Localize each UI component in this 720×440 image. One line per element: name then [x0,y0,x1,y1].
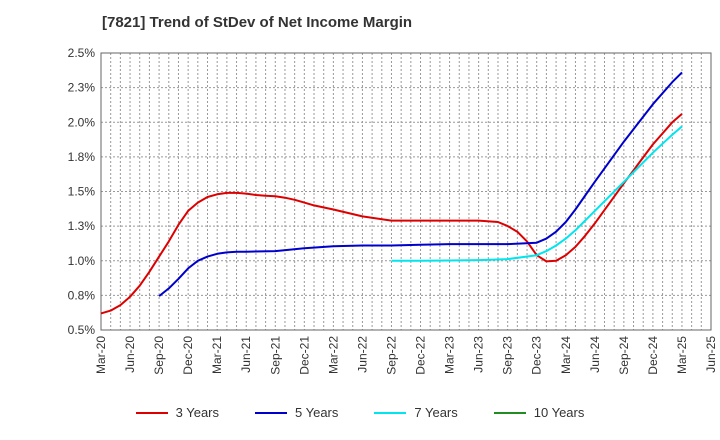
y-tick-label: 2.5% [68,46,96,60]
series-line-7-years [391,125,683,262]
legend-item: 7 Years [374,405,458,420]
legend-label: 5 Years [295,405,339,420]
legend-item: 3 Years [135,405,219,420]
y-tick-label: 2.3% [68,81,96,95]
x-tick-label: Jun-23 [472,336,486,373]
legend-item: 5 Years [255,405,338,420]
x-tick-label: Jun-24 [588,336,602,373]
x-tick-label: Mar-20 [94,336,108,374]
x-tick-label: Sep-23 [501,336,515,375]
x-tick-label: Jun-25 [704,336,718,373]
legend-item: 10 Years [493,405,585,420]
x-tick-label: Dec-21 [297,336,311,375]
x-tick-label: Mar-23 [443,336,457,374]
legend-label: 7 Years [414,405,458,420]
x-tick-label: Sep-21 [268,336,282,375]
legend-swatch [135,411,168,414]
x-tick-label: Sep-24 [617,336,631,375]
x-tick-label: Dec-22 [414,336,428,375]
y-tick-label: 1.8% [68,150,96,164]
axes [100,52,712,331]
grid-lines [101,53,711,330]
legend-swatch [493,411,526,414]
y-tick-label: 0.5% [68,323,96,337]
series-lines [100,71,683,315]
x-tick-label: Dec-20 [181,336,195,375]
x-tick-label: Dec-23 [530,336,544,375]
x-tick-label: Mar-24 [559,336,573,374]
plot-frame [100,52,712,331]
x-tick-label: Jun-22 [355,336,369,373]
x-tick-label: Sep-20 [152,336,166,375]
x-tick-label: Mar-21 [210,336,224,374]
x-tick-label: Mar-22 [326,336,340,374]
legend-swatch [374,411,407,414]
legend-swatch [255,411,287,414]
chart-title: [7821] Trend of StDev of Net Income Marg… [102,14,413,31]
series-line-3-years [100,113,683,315]
x-tick-label: Sep-22 [384,336,398,375]
legend-label: 10 Years [533,405,585,420]
y-tick-label: 1.3% [68,219,96,233]
x-tick-label: Mar-25 [675,336,689,374]
y-tick-label: 0.8% [68,288,96,302]
legend: 3 Years 5 Years 7 Years 10 Years [0,405,720,420]
series-line-5-years [158,71,683,297]
x-tick-label: Jun-20 [123,336,137,373]
y-tick-label: 2.0% [68,115,96,129]
y-tick-label: 1.5% [68,185,96,199]
legend-label: 3 Years [175,405,219,420]
x-tick-label: Dec-24 [646,336,660,375]
y-tick-label: 1.0% [68,254,96,268]
tick-labels: 0.5% 0.8% 1.0% 1.3% 1.5% 1.8% 2.0% 2.3% 2.5% Mar-… [68,46,718,375]
x-tick-label: Jun-21 [239,336,253,373]
